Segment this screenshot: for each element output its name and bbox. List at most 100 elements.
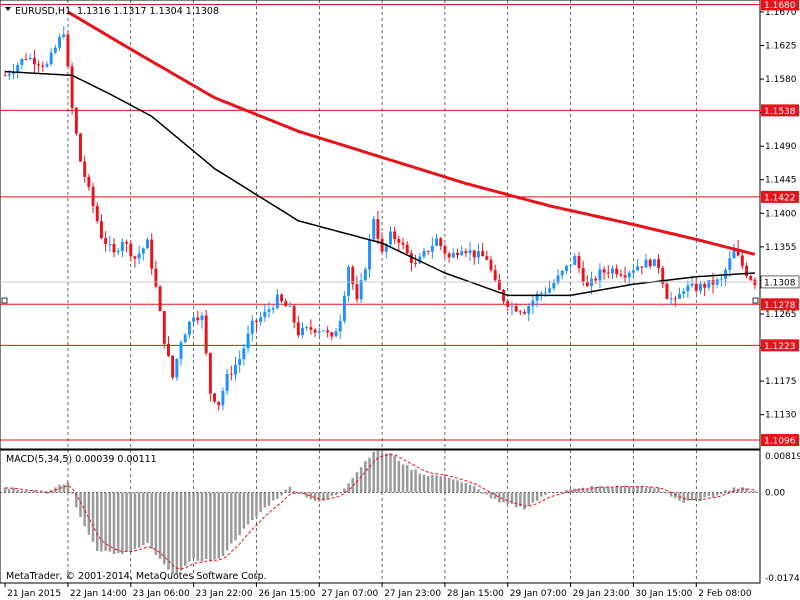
candle-body	[296, 322, 300, 336]
candle-body	[690, 283, 694, 286]
level-price-tag	[761, 298, 799, 311]
macd-histogram-bar	[200, 492, 204, 562]
price-axis[interactable]: 1.16701.16251.15801.15351.14901.14451.14…	[760, 8, 797, 421]
candle-body	[338, 321, 342, 332]
time-axis[interactable]: 21 Jan 2015 22 Jan 14:00 23 Jan 06:00 23 Ja…	[4, 583, 752, 599]
candle-body	[250, 320, 254, 334]
macd-histogram-bar	[623, 485, 627, 493]
macd-histogram-bar	[213, 492, 216, 560]
macd-histogram-bar	[636, 486, 639, 493]
candle-body	[321, 330, 325, 332]
macd-histogram-bar	[217, 492, 220, 559]
candle-body	[531, 300, 535, 307]
candle-body	[652, 259, 656, 267]
dropdown-triangle-icon[interactable]	[5, 7, 11, 11]
macd-histogram-bar	[653, 488, 656, 493]
candle-body	[619, 274, 623, 276]
macd-histogram-bar	[125, 492, 128, 552]
candle-body	[213, 393, 217, 402]
candle-body	[627, 272, 631, 278]
macd-histogram-bar	[493, 492, 497, 499]
candle-body	[28, 57, 32, 60]
macd-histogram-bar	[523, 492, 526, 510]
candle-body	[183, 334, 187, 343]
macd-histogram-bar	[146, 492, 149, 544]
macd-histogram-bar	[502, 492, 505, 503]
candle-body	[317, 331, 321, 333]
candle-body	[313, 329, 317, 333]
macd-axis: 0.00819 0.00 -0.01744	[765, 452, 800, 584]
candle-body	[673, 298, 677, 300]
candle-body	[518, 311, 522, 313]
candle-body	[510, 306, 514, 308]
macd-histogram-bar	[183, 492, 187, 566]
candle-body	[120, 241, 124, 252]
macd-histogram-bar	[372, 451, 375, 493]
candle-body	[238, 359, 242, 365]
macd-histogram-bar	[204, 492, 208, 560]
macd-histogram-bar	[167, 492, 170, 570]
candle-body	[640, 266, 644, 268]
macd-histogram-bar	[627, 486, 631, 493]
price-tick-label: 1.1490	[765, 142, 797, 152]
level-price-tag	[761, 190, 799, 203]
macd-histogram-bar	[133, 492, 137, 550]
macd-histogram-bar	[615, 485, 618, 493]
macd-histogram-bar	[347, 483, 350, 493]
candle-body	[62, 34, 66, 37]
candle-body	[719, 278, 723, 280]
macd-histogram-bar	[602, 487, 606, 493]
candle-body	[16, 64, 20, 72]
candle-body	[263, 311, 267, 318]
candle-body	[728, 258, 732, 270]
candle-body	[334, 331, 338, 337]
level-price-tag	[761, 434, 799, 447]
price-tick-label: 1.1130	[765, 411, 797, 421]
candle-body	[171, 355, 175, 378]
candle-body	[221, 390, 225, 406]
macd-histogram-bar	[506, 492, 510, 505]
candle-body	[694, 283, 698, 291]
macd-histogram-bar	[318, 492, 321, 502]
candle-body	[242, 348, 246, 360]
candle-body	[20, 59, 24, 65]
candle-body	[548, 288, 552, 293]
macd-histogram-bar	[188, 492, 191, 562]
macd-histogram-bar	[158, 492, 162, 559]
macd-histogram-bar	[405, 465, 409, 493]
candle-body	[347, 266, 351, 296]
candle-body	[288, 306, 292, 307]
candle-body	[91, 186, 95, 206]
candle-body	[271, 308, 275, 310]
candle-body	[523, 312, 526, 314]
candle-body	[246, 333, 250, 349]
candle-body	[229, 373, 233, 375]
time-tick-label: 26 Jan 15:00	[258, 589, 315, 599]
macd-histogram-bar	[577, 488, 581, 493]
macd-histogram-bar	[393, 455, 396, 493]
macd-histogram-bar	[322, 492, 325, 501]
candle-body	[456, 252, 459, 256]
level-price-label: 1.1278	[764, 301, 796, 311]
candle-body	[217, 401, 221, 406]
ohlc-values: 1.1316 1.1317 1.1304 1.1308	[77, 6, 219, 17]
macd-histogram-bar	[674, 492, 677, 499]
macd-histogram-bar	[8, 489, 11, 493]
macd-histogram-bar	[468, 484, 472, 493]
current-price-label: 1.1308	[764, 278, 796, 288]
macd-histogram-bar	[209, 492, 212, 561]
macd-histogram-bar	[91, 492, 95, 542]
macd-histogram-bar	[108, 492, 112, 552]
candle-body	[426, 250, 430, 252]
macd-histogram-bar	[720, 492, 723, 495]
price-plot-area[interactable]	[0, 0, 761, 450]
candle-body	[493, 269, 497, 281]
candle-body	[564, 265, 568, 271]
candle-body	[439, 238, 443, 246]
price-tick-label: 1.1400	[765, 209, 797, 219]
candle-body	[707, 280, 711, 288]
candle-body	[372, 219, 376, 240]
candle-body	[745, 265, 748, 277]
macd-histogram-bar	[548, 492, 551, 494]
